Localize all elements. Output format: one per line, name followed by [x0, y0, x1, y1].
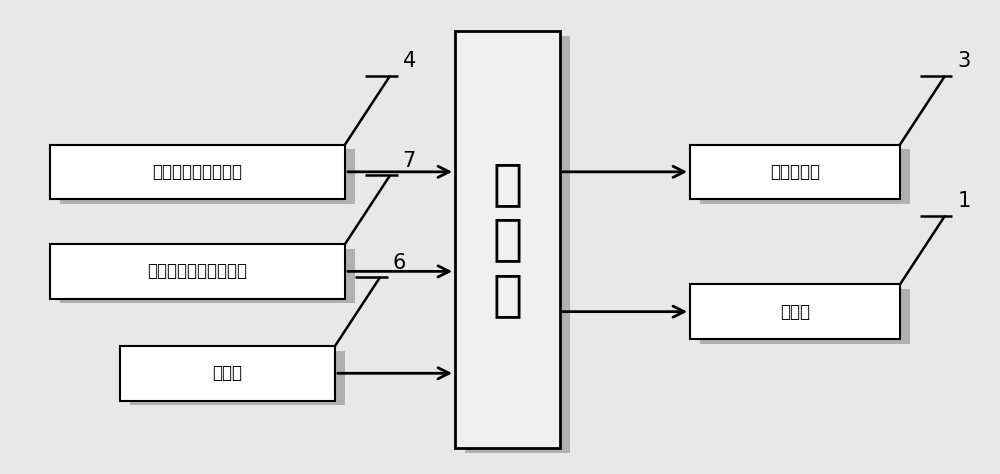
- Polygon shape: [50, 244, 345, 299]
- Polygon shape: [60, 149, 355, 204]
- Text: 拉丝机: 拉丝机: [780, 303, 810, 320]
- Polygon shape: [465, 36, 570, 453]
- Text: 控
制
器: 控 制 器: [493, 160, 522, 319]
- Polygon shape: [690, 284, 900, 339]
- Polygon shape: [700, 289, 910, 344]
- Text: 加热紧铜管: 加热紧铜管: [770, 163, 820, 181]
- Text: 电涡流阻抗测量装置: 电涡流阻抗测量装置: [152, 163, 242, 181]
- Text: 编码器: 编码器: [212, 365, 242, 382]
- Text: 6: 6: [392, 253, 406, 273]
- Text: 3: 3: [957, 51, 971, 71]
- Polygon shape: [130, 351, 345, 405]
- Text: 7: 7: [402, 151, 416, 171]
- Polygon shape: [50, 145, 345, 199]
- Polygon shape: [455, 31, 560, 448]
- Polygon shape: [60, 249, 355, 303]
- Polygon shape: [120, 346, 335, 401]
- Text: 4: 4: [402, 51, 416, 71]
- Polygon shape: [690, 145, 900, 199]
- Text: 1: 1: [957, 191, 971, 211]
- Text: 红外表面温度检测装置: 红外表面温度检测装置: [148, 263, 248, 280]
- Polygon shape: [700, 149, 910, 204]
